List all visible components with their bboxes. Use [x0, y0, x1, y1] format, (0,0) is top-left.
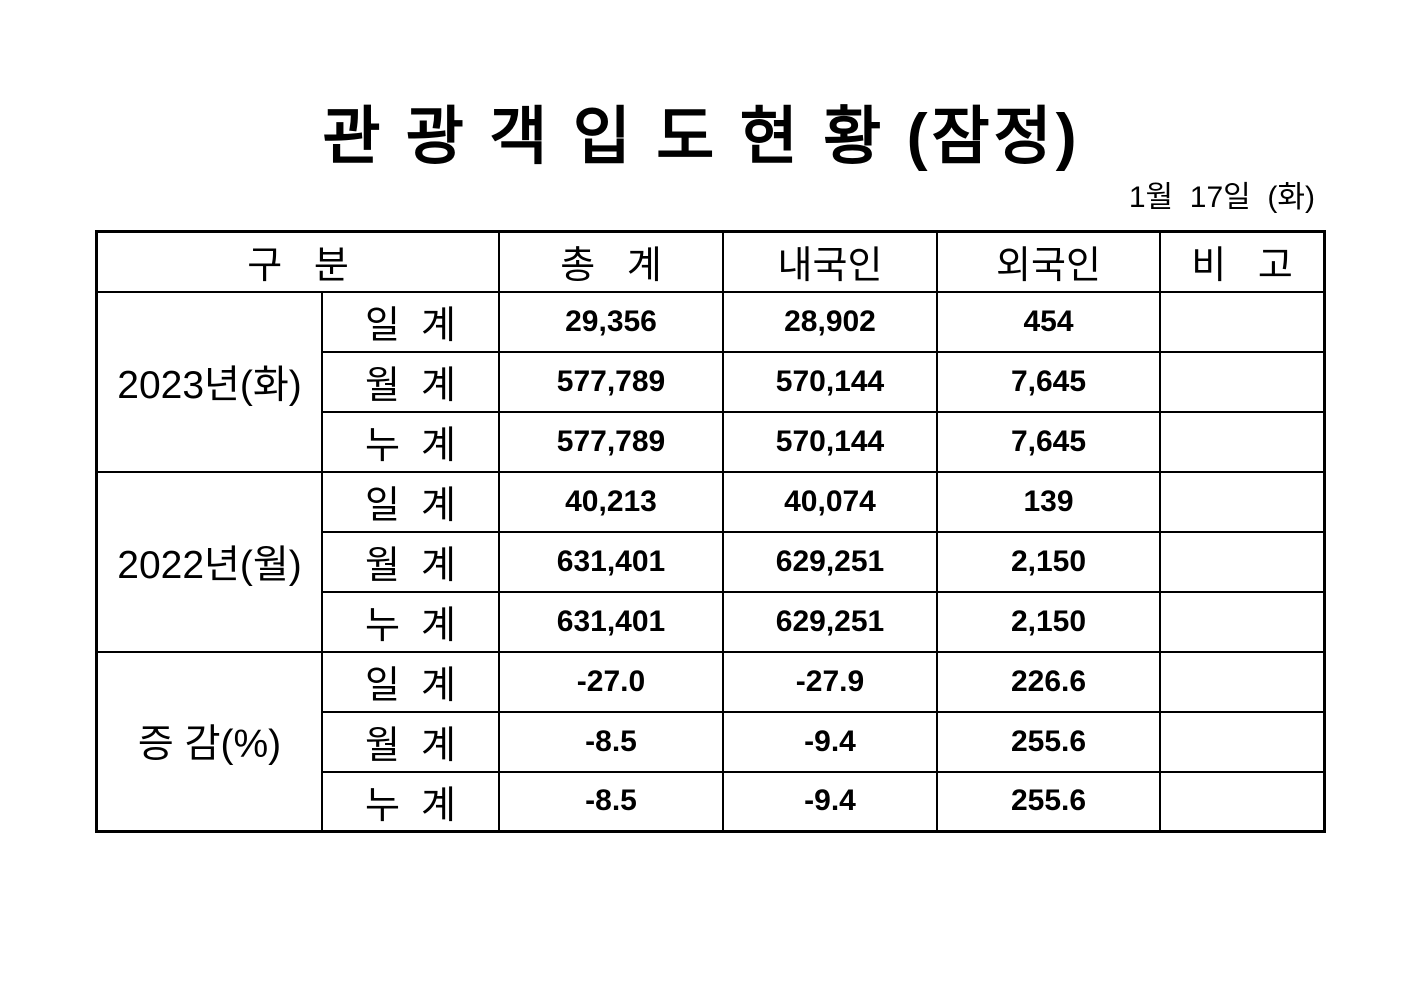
row-label: 월 계 [321, 350, 500, 413]
table-row: 2022년(월) 일 계 40,213 40,074 139 [95, 470, 1326, 653]
cell-domestic: 629,251 [722, 590, 938, 653]
cell-foreign: 454 [936, 290, 1161, 353]
cell-remark [1159, 710, 1326, 773]
page-title: 관 광 객 입 도 현 황 (잠정) [322, 102, 1081, 172]
group-label-2023: 2023년(화) [95, 290, 323, 473]
row-label: 누 계 [321, 770, 500, 833]
table-row: 월 계 631,401 629,251 2,150 [97, 530, 1326, 593]
cell-foreign: 226.6 [936, 650, 1161, 713]
tourist-arrival-table: 구 분 총 계 내국인 외국인 비 고 2023년(화) 일 계 29,356 … [95, 230, 1326, 833]
cell-total: -8.5 [498, 710, 724, 773]
cell-domestic: 629,251 [722, 530, 938, 593]
table-row: 누 계 631,401 629,251 2,150 [97, 590, 1326, 653]
cell-total: -8.5 [498, 770, 724, 833]
cell-foreign: 7,645 [936, 410, 1161, 473]
cell-foreign: 255.6 [936, 770, 1161, 833]
group-label-2022: 2022년(월) [95, 470, 323, 653]
cell-total: 631,401 [498, 590, 724, 653]
row-label: 누 계 [321, 410, 500, 473]
cell-total: 577,789 [498, 410, 724, 473]
header-foreign: 외국인 [936, 230, 1161, 293]
cell-domestic: -9.4 [722, 770, 938, 833]
cell-remark [1159, 530, 1326, 593]
cell-remark [1159, 650, 1326, 713]
cell-remark [1159, 590, 1326, 653]
cell-foreign: 2,150 [936, 530, 1161, 593]
cell-total: 631,401 [498, 530, 724, 593]
group-label-change-pct: 증 감(%) [95, 650, 323, 833]
cell-domestic: 40,074 [722, 470, 938, 533]
row-label: 누 계 [321, 590, 500, 653]
table-row: 누 계 -8.5 -9.4 255.6 [97, 770, 1326, 833]
cell-total: 40,213 [498, 470, 724, 533]
cell-domestic: -9.4 [722, 710, 938, 773]
cell-domestic: 570,144 [722, 350, 938, 413]
row-label: 월 계 [321, 710, 500, 773]
header-remarks: 비 고 [1159, 230, 1326, 293]
cell-domestic: 570,144 [722, 410, 938, 473]
cell-total: 577,789 [498, 350, 724, 413]
header-domestic: 내국인 [722, 230, 938, 293]
row-label: 일 계 [321, 650, 500, 713]
row-label: 월 계 [321, 530, 500, 593]
table-row: 월 계 577,789 570,144 7,645 [97, 350, 1326, 413]
header-category: 구 분 [95, 230, 500, 293]
cell-remark [1159, 470, 1326, 533]
header-total: 총 계 [498, 230, 724, 293]
table-row: 월 계 -8.5 -9.4 255.6 [97, 710, 1326, 773]
table-row: 2023년(화) 일 계 29,356 28,902 454 [95, 290, 1326, 473]
cell-foreign: 2,150 [936, 590, 1161, 653]
cell-foreign: 7,645 [936, 350, 1161, 413]
report-date: 1월 17일 (화) [1128, 181, 1315, 214]
header-row: 구 분 총 계 내국인 외국인 비 고 [95, 230, 1326, 293]
cell-foreign: 255.6 [936, 710, 1161, 773]
cell-remark [1159, 350, 1326, 413]
cell-foreign: 139 [936, 470, 1161, 533]
cell-remark [1159, 770, 1326, 833]
cell-total: 29,356 [498, 290, 724, 353]
cell-remark [1159, 410, 1326, 473]
cell-domestic: 28,902 [722, 290, 938, 353]
table-row: 증 감(%) 일 계 -27.0 -27.9 226.6 [95, 650, 1326, 833]
cell-remark [1159, 290, 1326, 353]
table-row: 누 계 577,789 570,144 7,645 [97, 410, 1326, 473]
cell-domestic: -27.9 [722, 650, 938, 713]
row-label: 일 계 [321, 470, 500, 533]
row-label: 일 계 [321, 290, 500, 353]
cell-total: -27.0 [498, 650, 724, 713]
